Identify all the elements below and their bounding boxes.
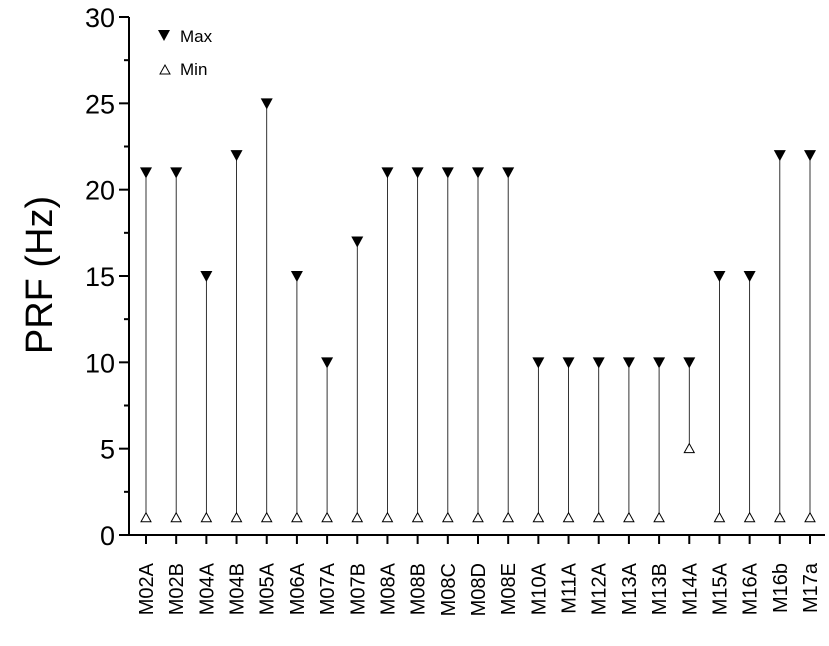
- max-point: [743, 271, 756, 282]
- min-point: [804, 511, 816, 523]
- x-tick-label: M14A: [679, 562, 701, 615]
- y-tick-label: 20: [85, 176, 115, 206]
- max-point: [653, 357, 666, 369]
- min-point: [773, 511, 786, 523]
- y-tick-label: 25: [85, 89, 115, 119]
- max-point: [441, 167, 454, 179]
- min-point: [683, 442, 696, 454]
- max-point: [230, 150, 243, 162]
- min-point: [260, 511, 273, 523]
- x-tick-label: M02A: [136, 562, 158, 615]
- min-point: [200, 511, 213, 523]
- max-point: [622, 357, 635, 369]
- x-tick-label: M16A: [740, 562, 762, 615]
- x-tick-label: M06A: [287, 562, 309, 615]
- max-point: [472, 167, 484, 179]
- min-point: [532, 511, 545, 523]
- x-tick-label: M17a: [800, 562, 822, 613]
- min-point: [562, 511, 575, 523]
- min-point: [592, 511, 605, 523]
- max-point: [200, 271, 213, 282]
- marks: [140, 98, 816, 523]
- x-tick-label: M04B: [227, 563, 249, 615]
- legend-max-label: Max: [180, 27, 213, 46]
- min-point: [381, 511, 394, 523]
- max-point: [804, 150, 816, 162]
- min-point: [291, 511, 303, 523]
- max-point: [773, 150, 786, 162]
- min-point: [441, 511, 454, 523]
- x-tick-label: M02B: [166, 563, 188, 615]
- max-point: [502, 167, 515, 179]
- x-tick-label: M08C: [438, 563, 460, 616]
- x-tick-label: M15A: [709, 562, 731, 615]
- y-tick-label: 30: [85, 3, 115, 33]
- x-tick-label: M13A: [619, 562, 641, 615]
- max-point: [351, 236, 364, 248]
- max-point: [290, 271, 303, 282]
- legend-min-label: Min: [180, 60, 207, 79]
- min-point: [743, 511, 756, 523]
- max-point: [592, 357, 605, 369]
- max-point: [532, 357, 545, 369]
- x-tick-label: M13B: [649, 563, 671, 615]
- min-point: [472, 511, 484, 523]
- min-point: [170, 511, 183, 523]
- y-tick-label: 10: [85, 348, 115, 378]
- max-point: [260, 98, 273, 110]
- y-tick-label: 5: [100, 435, 115, 465]
- min-point: [623, 511, 635, 523]
- x-tick-label: M11A: [559, 562, 581, 613]
- x-tick-label: M07A: [317, 562, 339, 615]
- x-tick-label: M08A: [377, 562, 399, 615]
- x-tick-label: M10A: [528, 562, 550, 615]
- min-point: [502, 511, 515, 523]
- x-tick-label: M07B: [347, 563, 369, 615]
- min-point: [653, 511, 665, 523]
- max-point: [170, 167, 183, 179]
- max-point: [562, 357, 575, 369]
- y-tick-label: 15: [85, 262, 115, 292]
- max-point: [683, 357, 696, 369]
- x-tick-label: M12A: [589, 562, 611, 615]
- x-tick-label: M04A: [196, 562, 218, 615]
- legend-max-marker: [158, 30, 170, 41]
- max-point: [381, 167, 394, 179]
- min-point: [411, 511, 424, 523]
- min-point: [713, 511, 726, 523]
- max-point: [321, 357, 334, 369]
- min-point: [321, 511, 333, 523]
- x-tick-label: M08B: [408, 563, 430, 615]
- legend-min-marker: [159, 63, 171, 75]
- legend: Max Min: [158, 27, 213, 79]
- min-point: [230, 511, 243, 523]
- y-axis-label: PRF (Hz): [19, 196, 61, 354]
- x-tick-label: M08E: [498, 563, 520, 615]
- x-tick-label: M16b: [770, 563, 792, 613]
- max-point: [713, 271, 726, 282]
- min-point: [351, 511, 364, 523]
- max-point: [140, 167, 152, 179]
- x-tick-label: M05A: [257, 562, 279, 615]
- min-point: [140, 511, 152, 523]
- y-tick-label: 0: [100, 521, 115, 551]
- x-tick-label: M08D: [468, 563, 490, 616]
- axes: 0 5 10 15 20 25 30 M02A M02B M04A M04B M05A M06A M07A…: [85, 3, 825, 616]
- max-point: [411, 167, 424, 179]
